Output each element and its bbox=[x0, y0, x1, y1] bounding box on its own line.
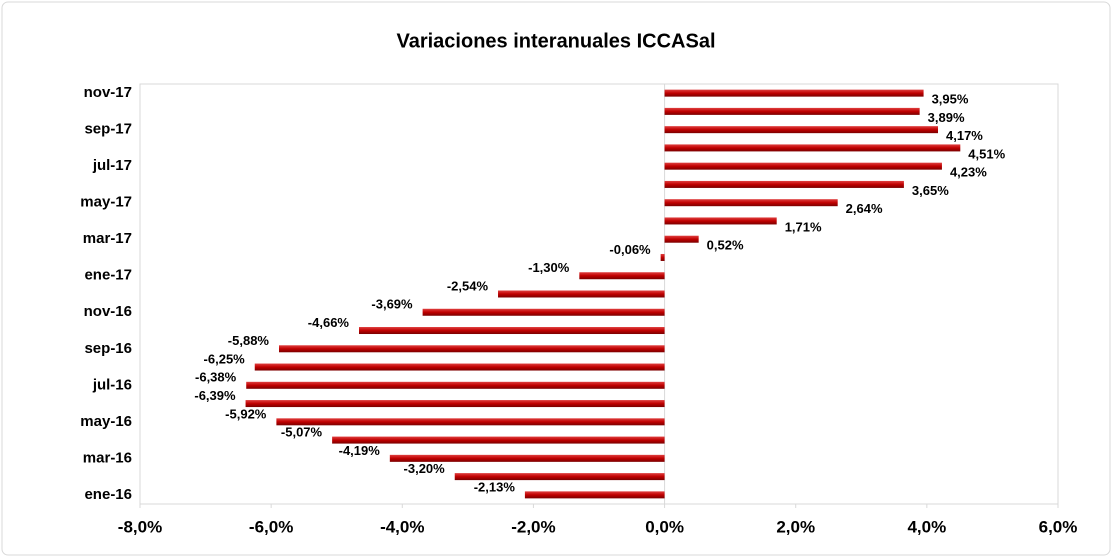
bar bbox=[664, 235, 699, 243]
x-tick-label: -6,0% bbox=[249, 517, 293, 536]
x-tick-label: -8,0% bbox=[118, 517, 162, 536]
data-label: -3,20% bbox=[404, 461, 446, 476]
data-label: 3,95% bbox=[932, 92, 969, 107]
bar bbox=[660, 253, 665, 261]
data-label: 4,17% bbox=[946, 128, 983, 143]
bar bbox=[279, 345, 665, 353]
y-tick-label: nov-17 bbox=[84, 84, 132, 101]
bar bbox=[245, 400, 665, 408]
bar bbox=[664, 199, 838, 207]
bar bbox=[246, 381, 665, 389]
data-label: -4,19% bbox=[339, 443, 381, 458]
plot-area bbox=[139, 83, 1059, 505]
bar bbox=[389, 454, 665, 462]
bar bbox=[664, 162, 942, 170]
data-label: -2,54% bbox=[447, 278, 489, 293]
x-tick-label: -4,0% bbox=[380, 517, 424, 536]
y-tick-label: may-17 bbox=[80, 194, 132, 211]
data-label: 1,71% bbox=[785, 219, 822, 234]
y-tick-label: sep-17 bbox=[84, 121, 132, 138]
x-tick-label: 2,0% bbox=[776, 517, 815, 536]
data-label: -6,38% bbox=[195, 370, 237, 385]
data-label: -5,88% bbox=[228, 333, 270, 348]
data-label: 4,23% bbox=[950, 165, 987, 180]
x-tick-label: 4,0% bbox=[907, 517, 946, 536]
bar bbox=[664, 217, 777, 225]
y-tick-label: ene-16 bbox=[84, 486, 132, 503]
data-label: 4,51% bbox=[968, 146, 1005, 161]
data-label: 0,52% bbox=[707, 238, 744, 253]
bar bbox=[579, 272, 665, 280]
bar bbox=[454, 473, 665, 481]
data-label: -5,07% bbox=[281, 425, 323, 440]
bar bbox=[664, 107, 920, 115]
bar bbox=[664, 89, 924, 97]
data-label: -2,13% bbox=[474, 479, 516, 494]
bar bbox=[664, 180, 904, 188]
x-tick-label: 0,0% bbox=[645, 517, 684, 536]
y-tick-label: nov-16 bbox=[84, 303, 132, 320]
x-tick-label: -2,0% bbox=[511, 517, 555, 536]
y-tick-label: sep-16 bbox=[84, 340, 132, 357]
bar bbox=[524, 491, 665, 499]
bar bbox=[276, 418, 665, 426]
chart-title: Variaciones interanuales ICCASal bbox=[396, 30, 715, 52]
bar bbox=[498, 290, 665, 298]
data-label: -0,06% bbox=[609, 242, 651, 257]
data-label: -3,69% bbox=[371, 297, 413, 312]
data-label: 2,64% bbox=[846, 201, 883, 216]
data-label: -5,92% bbox=[225, 406, 267, 421]
data-label: -6,39% bbox=[194, 388, 236, 403]
data-label: -4,66% bbox=[308, 315, 350, 330]
data-label: 3,65% bbox=[912, 183, 949, 198]
bar bbox=[664, 144, 961, 152]
bar bbox=[254, 363, 665, 371]
y-tick-label: jul-16 bbox=[92, 376, 132, 393]
x-tick-label: 6,0% bbox=[1039, 517, 1078, 536]
y-tick-label: may-16 bbox=[80, 413, 132, 430]
bar bbox=[422, 308, 665, 316]
y-tick-label: mar-17 bbox=[83, 230, 132, 247]
data-label: 3,89% bbox=[928, 110, 965, 125]
y-tick-label: ene-17 bbox=[84, 267, 132, 284]
bar bbox=[359, 327, 665, 335]
y-tick-label: mar-16 bbox=[83, 449, 132, 466]
y-tick-label: jul-17 bbox=[92, 157, 132, 174]
bar bbox=[664, 126, 939, 134]
data-label: -1,30% bbox=[528, 260, 570, 275]
bar bbox=[332, 436, 665, 444]
data-label: -6,25% bbox=[204, 351, 246, 366]
